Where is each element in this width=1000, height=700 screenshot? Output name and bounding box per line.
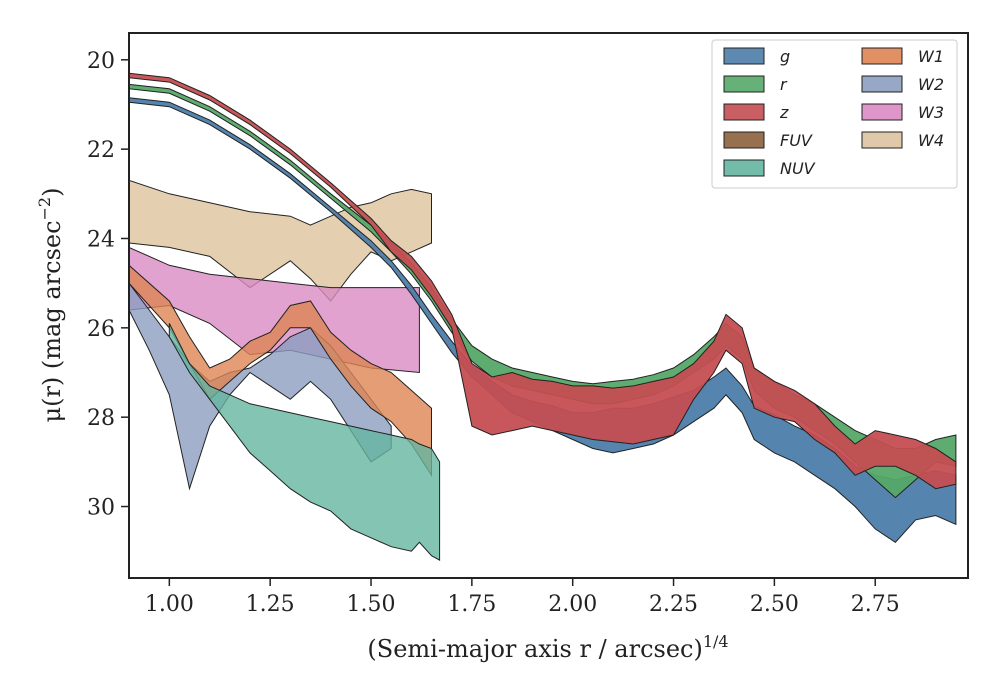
x-tick-label: 1.50 [347,592,396,617]
x-axis: 1.00 1.25 1.50 1.75 2.00 2.25 2.50 2.75 [145,578,900,617]
legend-label-r: r [780,75,788,94]
legend-label-w1: W1 [918,47,944,66]
plot-frame [128,32,969,579]
series-layer [129,72,957,561]
y-tick-label: 28 [87,406,115,431]
y-tick-label: 24 [87,227,115,252]
x-tick-label: 2.25 [649,592,698,617]
legend: grz FUV NUV W1 W2 W3 W4 [711,39,958,189]
series-band-nuv [168,323,441,561]
y-tick-label: 22 [87,138,115,163]
legend-swatch-w2 [861,75,903,93]
x-tick-label: 1.25 [246,592,295,617]
x-axis-title: (Semi-major axis r / arcsec)1/4 [367,632,728,663]
legend-swatch-fuv [723,131,765,149]
x-tick-label: 2.00 [548,592,597,617]
legend-swatch-w1 [861,47,903,65]
legend-swatch-w4 [861,131,903,149]
legend-label-fuv: FUV [780,131,813,150]
legend-swatch-nuv [723,159,765,177]
legend-label-w3: W3 [918,103,944,122]
series-band-w3 [129,246,420,374]
x-tick-label: 2.50 [750,592,799,617]
y-axis: 20 22 24 26 28 30 [87,49,129,521]
legend-label-w2: W2 [918,75,944,94]
legend-label-w4: W4 [918,131,944,150]
x-tick-label: 1.00 [145,592,194,617]
y-tick-label: 26 [87,317,115,342]
legend-swatch-w3 [861,103,903,121]
legend-swatch-r [723,75,765,93]
x-tick-label: 2.75 [851,592,900,617]
y-axis-title: μ(r) (mag arcsec−2) [35,188,66,423]
legend-label-g: g [780,47,790,66]
legend-swatch-z [723,103,765,121]
legend-label-z: z [779,103,789,122]
series-band-z [129,72,957,490]
x-tick-label: 1.75 [447,592,496,617]
legend-swatch-g [723,47,765,65]
legend-label-nuv: NUV [780,159,816,178]
y-tick-label: 20 [87,49,115,74]
y-tick-label: 30 [87,496,115,521]
